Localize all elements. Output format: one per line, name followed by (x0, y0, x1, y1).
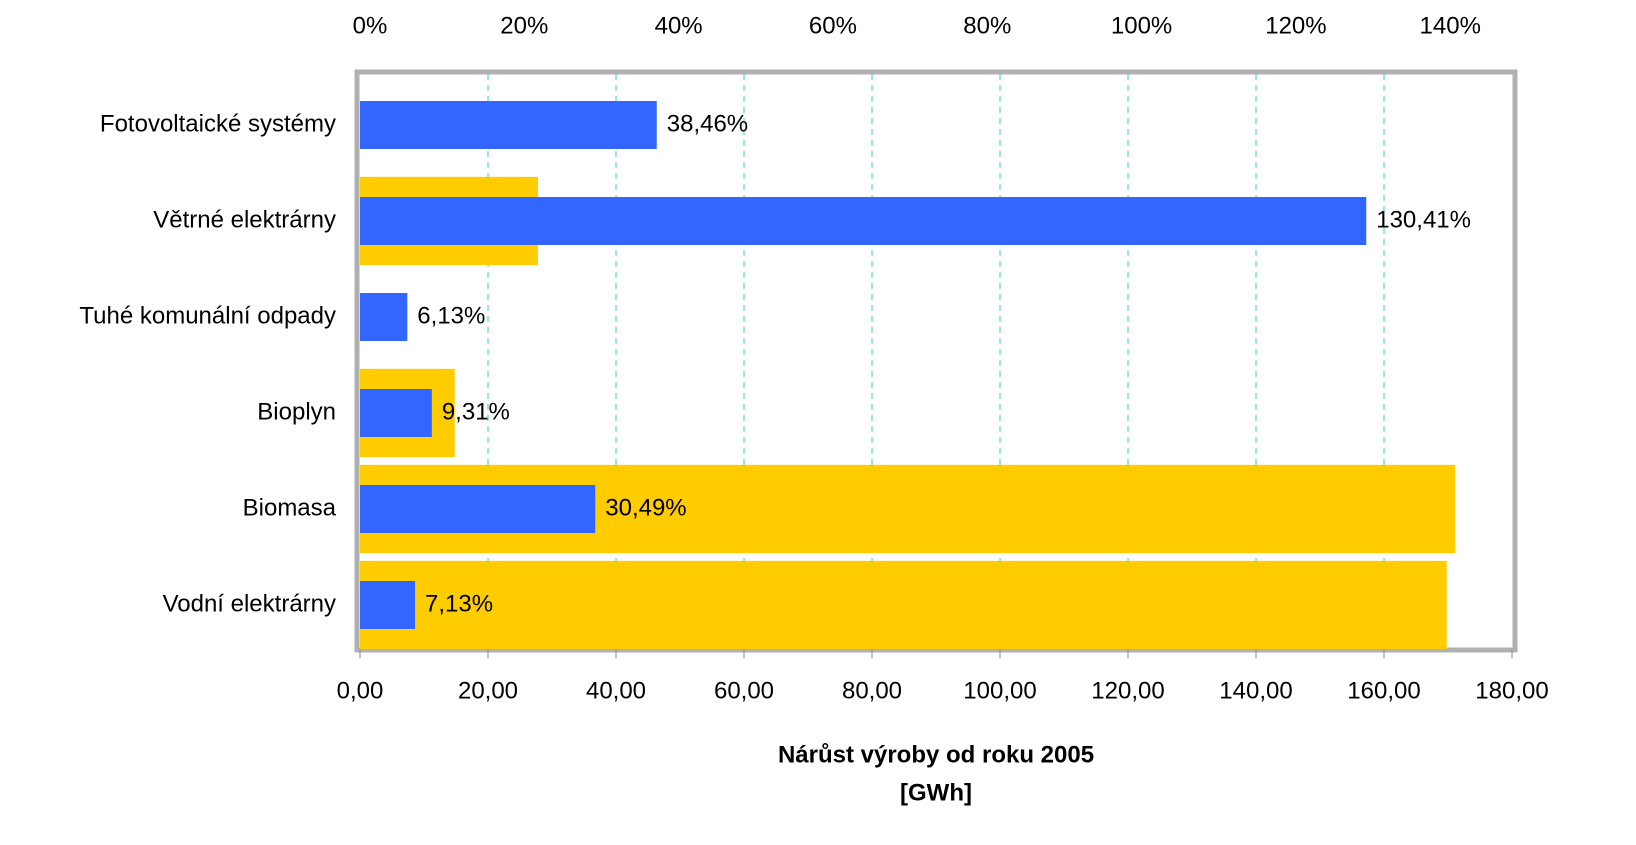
x2-tick-label: 40% (655, 12, 703, 39)
bar (360, 560, 1447, 650)
x-tick-label: 60,00 (714, 677, 774, 704)
data-label: 130,41% (1376, 206, 1471, 233)
bar (360, 389, 432, 437)
y-tick-label: Tuhé komunální odpady (79, 302, 336, 329)
x-axis-title: Nárůst výroby od roku 2005 (778, 741, 1094, 768)
data-label: 6,13% (417, 302, 485, 329)
data-label: 7,13% (425, 590, 493, 617)
x2-tick-label: 120% (1265, 12, 1326, 39)
data-label: 38,46% (667, 110, 748, 137)
x-axis-title: [GWh] (900, 779, 972, 806)
x-tick-label: 140,00 (1219, 677, 1292, 704)
y-tick-label: Biomasa (243, 494, 337, 521)
y-tick-label: Větrné elektrárny (153, 206, 336, 233)
bar (360, 581, 416, 629)
x-tick-label: 100,00 (963, 677, 1036, 704)
y-tick-label: Vodní elektrárny (163, 590, 336, 617)
bar (360, 485, 596, 533)
x2-tick-label: 0% (353, 12, 388, 39)
x-tick-label: 80,00 (842, 677, 902, 704)
y-tick-label: Bioplyn (257, 398, 336, 425)
data-label: 30,49% (605, 494, 686, 521)
x2-tick-label: 80% (963, 12, 1011, 39)
x-tick-label: 180,00 (1475, 677, 1548, 704)
x2-tick-label: 20% (500, 12, 548, 39)
data-label: 9,31% (442, 398, 510, 425)
x2-tick-label: 60% (809, 12, 857, 39)
x-tick-label: 40,00 (586, 677, 646, 704)
x2-tick-label: 100% (1111, 12, 1172, 39)
x-tick-label: 120,00 (1091, 677, 1164, 704)
x2-tick-label: 140% (1420, 12, 1481, 39)
plot-frame (354, 69, 1518, 653)
bar (360, 197, 1367, 245)
x-tick-label: 0,00 (337, 677, 384, 704)
x-tick-label: 20,00 (458, 677, 518, 704)
y-tick-label: Fotovoltaické systémy (100, 110, 336, 137)
bar (360, 101, 657, 149)
x-tick-label: 160,00 (1347, 677, 1420, 704)
bar (360, 293, 408, 341)
